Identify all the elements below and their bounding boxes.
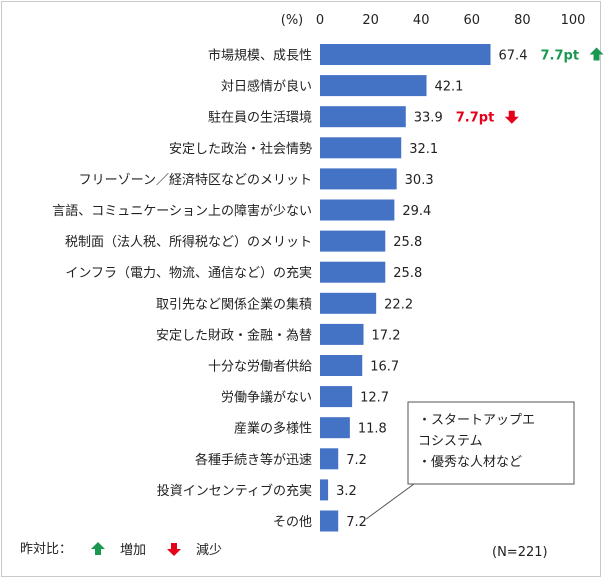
value-label: 67.4	[499, 49, 528, 64]
category-label: 駐在員の生活環境	[208, 111, 312, 126]
yoy-change-label: 7.7pt	[541, 49, 580, 64]
category-label: 税制面（法人税、所得税など）のメリット	[65, 234, 312, 250]
bar	[320, 448, 339, 470]
category-label: 取引先など関係企業の集積	[156, 296, 312, 312]
legend-title: 昨対比：	[20, 542, 72, 557]
category-label: インフラ（電力、物流、通信など）の充実	[65, 265, 312, 281]
decrease-arrow-icon	[504, 110, 519, 124]
bar	[320, 355, 363, 376]
value-label: 42.1	[435, 80, 464, 95]
x-tick-label: 100	[561, 13, 586, 28]
legend-label: 増加	[120, 543, 146, 558]
value-label: 12.7	[360, 391, 389, 406]
x-axis-ticks: 0 20 40 60 80 100	[316, 13, 586, 28]
legend-label: 減少	[196, 542, 222, 558]
x-tick-label: 40	[413, 13, 430, 28]
value-label: 25.8	[393, 235, 422, 250]
bar	[320, 323, 364, 345]
yoy-change-label: 7.7pt	[456, 111, 495, 126]
value-label: 30.3	[405, 173, 434, 188]
bar	[320, 292, 377, 314]
category-label: 産業の多様性	[234, 421, 312, 437]
x-tick-label: 0	[316, 13, 324, 28]
sample-size-note: (N=221)	[492, 545, 548, 560]
increase-arrow-icon	[589, 47, 604, 61]
category-label: フリーゾーン／経済特区などのメリット	[79, 172, 312, 188]
category-label: 安定した財政・金融・為替	[156, 327, 312, 343]
value-labels: 67.4 42.1 33.9 32.1 30.3 29.4 25.8 25.8 22.2 17.2…	[336, 49, 527, 531]
bar	[320, 168, 397, 190]
bar	[320, 417, 350, 439]
bar	[320, 75, 427, 97]
callout-text: ・優秀な人材など	[418, 455, 522, 470]
value-label: 7.2	[346, 515, 367, 530]
unit-label: (%)	[281, 13, 304, 28]
category-label: その他	[273, 515, 312, 530]
value-label: 32.1	[409, 142, 438, 157]
bar	[320, 230, 386, 252]
bar	[320, 479, 329, 501]
value-label: 29.4	[402, 204, 431, 219]
bar	[320, 386, 353, 408]
value-label: 22.2	[384, 297, 413, 312]
category-label: 各種手続き等が迅速	[195, 452, 312, 468]
bar	[320, 261, 386, 283]
callout-pointer	[365, 483, 415, 520]
bars-group	[320, 44, 491, 532]
callout-text: コシステム	[418, 434, 483, 449]
category-label: 十分な労働者供給	[208, 360, 312, 375]
category-label: 対日感情が良い	[221, 79, 312, 95]
category-labels: 市場規模、成長性対日感情が良い駐在員の生活環境安定した政治・社会情勢フリーゾーン…	[52, 48, 312, 531]
bar	[320, 137, 402, 159]
value-label: 33.9	[414, 111, 443, 126]
bar	[320, 510, 339, 532]
category-label: 安定した政治・社会情勢	[169, 141, 312, 157]
legend: 昨対比： 増加 減少	[20, 542, 222, 558]
category-label: 言語、コミュニケーション上の障害が少ない	[52, 203, 312, 219]
yoy-annotations: 7.7pt 7.7pt	[456, 47, 604, 126]
value-label: 25.8	[393, 266, 422, 281]
bar	[320, 44, 491, 65]
x-tick-label: 20	[362, 13, 379, 28]
legend-increase-arrow-icon	[91, 542, 105, 555]
category-label: 市場規模、成長性	[208, 48, 312, 64]
category-label: 投資インセンティブの充実	[157, 483, 312, 499]
value-label: 3.2	[336, 484, 357, 499]
value-label: 17.2	[372, 328, 401, 343]
x-tick-label: 60	[464, 13, 481, 28]
legend-decrease-arrow-icon	[167, 543, 181, 556]
bar	[320, 199, 395, 221]
callout-box	[407, 401, 575, 485]
category-label: 労働争議がない	[221, 391, 312, 406]
callout-text: ・スタートアップエ	[418, 413, 535, 428]
value-label: 11.8	[358, 422, 387, 437]
x-tick-label: 80	[514, 13, 531, 28]
bar	[320, 106, 406, 128]
value-label: 16.7	[370, 360, 399, 375]
value-label: 7.2	[346, 453, 367, 468]
